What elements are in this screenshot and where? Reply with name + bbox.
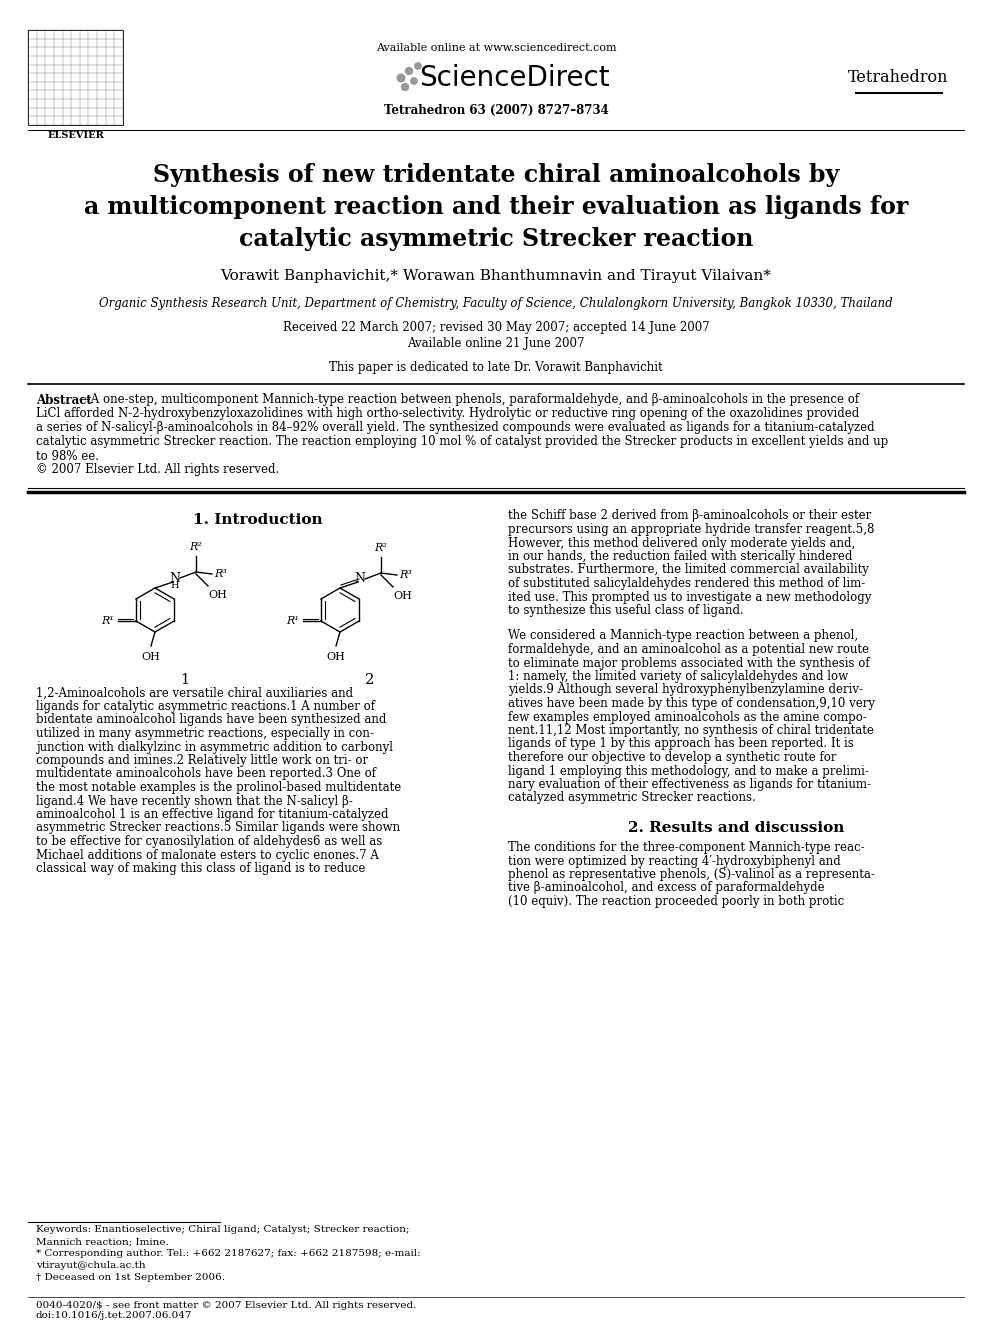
- Text: the most notable examples is the prolinol-based multidentate: the most notable examples is the prolino…: [36, 781, 401, 794]
- Text: ligand 1 employing this methodology, and to make a prelimi-: ligand 1 employing this methodology, and…: [508, 765, 869, 778]
- Text: a multicomponent reaction and their evaluation as ligands for: a multicomponent reaction and their eval…: [84, 194, 908, 220]
- Circle shape: [402, 83, 409, 90]
- Text: N: N: [170, 572, 181, 585]
- Text: † Deceased on 1st September 2006.: † Deceased on 1st September 2006.: [36, 1274, 225, 1282]
- Text: asymmetric Strecker reactions.5 Similar ligands were shown: asymmetric Strecker reactions.5 Similar …: [36, 822, 400, 835]
- Text: —A one-step, multicomponent Mannich-type reaction between phenols, paraformaldeh: —A one-step, multicomponent Mannich-type…: [79, 393, 859, 406]
- Text: © 2007 Elsevier Ltd. All rights reserved.: © 2007 Elsevier Ltd. All rights reserved…: [36, 463, 280, 476]
- Text: 2. Results and discussion: 2. Results and discussion: [628, 820, 844, 835]
- Text: R¹: R¹: [286, 617, 299, 626]
- Text: However, this method delivered only moderate yields and,: However, this method delivered only mode…: [508, 537, 855, 549]
- Text: ELSEVIER: ELSEVIER: [48, 131, 104, 139]
- Text: OH: OH: [393, 591, 412, 601]
- Text: formaldehyde, and an aminoalcohol as a potential new route: formaldehyde, and an aminoalcohol as a p…: [508, 643, 869, 656]
- Text: Mannich reaction; Imine.: Mannich reaction; Imine.: [36, 1237, 169, 1246]
- Text: 1. Introduction: 1. Introduction: [193, 513, 322, 527]
- Text: 1: 1: [181, 673, 189, 687]
- Text: 2: 2: [365, 673, 375, 687]
- Text: in our hands, the reduction failed with sterically hindered: in our hands, the reduction failed with …: [508, 550, 852, 564]
- Text: R²: R²: [189, 542, 202, 552]
- Text: yields.9 Although several hydroxyphenylbenzylamine deriv-: yields.9 Although several hydroxyphenylb…: [508, 684, 863, 696]
- Text: bidentate aminoalcohol ligands have been synthesized and: bidentate aminoalcohol ligands have been…: [36, 713, 386, 726]
- Text: OH: OH: [208, 590, 227, 601]
- Text: R¹: R¹: [101, 617, 114, 626]
- Text: Tetrahedron 63 (2007) 8727–8734: Tetrahedron 63 (2007) 8727–8734: [384, 103, 608, 116]
- Text: tion were optimized by reacting 4′-hydroxybiphenyl and: tion were optimized by reacting 4′-hydro…: [508, 855, 841, 868]
- Text: OH: OH: [142, 652, 161, 662]
- Text: to eliminate major problems associated with the synthesis of: to eliminate major problems associated w…: [508, 656, 870, 669]
- Text: 0040-4020/$ - see front matter © 2007 Elsevier Ltd. All rights reserved.: 0040-4020/$ - see front matter © 2007 El…: [36, 1301, 417, 1310]
- Text: ligands for catalytic asymmetric reactions.1 A number of: ligands for catalytic asymmetric reactio…: [36, 700, 375, 713]
- Text: N: N: [354, 573, 365, 586]
- Text: catalytic asymmetric Strecker reaction: catalytic asymmetric Strecker reaction: [239, 228, 753, 251]
- Text: aminoalcohol 1 is an effective ligand for titanium-catalyzed: aminoalcohol 1 is an effective ligand fo…: [36, 808, 389, 822]
- Text: Received 22 March 2007; revised 30 May 2007; accepted 14 June 2007: Received 22 March 2007; revised 30 May 2…: [283, 320, 709, 333]
- Text: compounds and imines.2 Relatively little work on tri- or: compounds and imines.2 Relatively little…: [36, 754, 368, 767]
- Text: multidentate aminoalcohols have been reported.3 One of: multidentate aminoalcohols have been rep…: [36, 767, 376, 781]
- Circle shape: [411, 78, 418, 85]
- Text: LiCl afforded N-2-hydroxybenzyloxazolidines with high ortho-selectivity. Hydroly: LiCl afforded N-2-hydroxybenzyloxazolidi…: [36, 407, 859, 421]
- Text: few examples employed aminoalcohols as the amine compo-: few examples employed aminoalcohols as t…: [508, 710, 867, 724]
- Text: of substituted salicylaldehydes rendered this method of lim-: of substituted salicylaldehydes rendered…: [508, 577, 865, 590]
- Text: atives have been made by this type of condensation,9,10 very: atives have been made by this type of co…: [508, 697, 875, 710]
- Circle shape: [415, 62, 422, 69]
- Text: phenol as representative phenols, (S)-valinol as a representa-: phenol as representative phenols, (S)-va…: [508, 868, 875, 881]
- Text: ligand.4 We have recently shown that the N-salicyl β-: ligand.4 We have recently shown that the…: [36, 795, 353, 807]
- Text: * Corresponding author. Tel.: +662 2187627; fax: +662 2187598; e-mail:: * Corresponding author. Tel.: +662 21876…: [36, 1249, 421, 1258]
- Text: H: H: [171, 582, 180, 590]
- Text: ligands of type 1 by this approach has been reported. It is: ligands of type 1 by this approach has b…: [508, 737, 854, 750]
- Text: classical way of making this class of ligand is to reduce: classical way of making this class of li…: [36, 863, 365, 875]
- Text: to 98% ee.: to 98% ee.: [36, 450, 99, 463]
- Text: Available online 21 June 2007: Available online 21 June 2007: [408, 336, 584, 349]
- Text: a series of N-salicyl-β-aminoalcohols in 84–92% overall yield. The synthesized c: a series of N-salicyl-β-aminoalcohols in…: [36, 422, 875, 434]
- Text: doi:10.1016/j.tet.2007.06.047: doi:10.1016/j.tet.2007.06.047: [36, 1311, 192, 1319]
- Text: 1,2-Aminoalcohols are versatile chiral auxiliaries and: 1,2-Aminoalcohols are versatile chiral a…: [36, 687, 353, 700]
- Text: junction with dialkylzinc in asymmetric addition to carbonyl: junction with dialkylzinc in asymmetric …: [36, 741, 393, 754]
- Text: 1: namely, the limited variety of salicylaldehydes and low: 1: namely, the limited variety of salicy…: [508, 669, 848, 683]
- Text: Keywords: Enantioselective; Chiral ligand; Catalyst; Strecker reaction;: Keywords: Enantioselective; Chiral ligan…: [36, 1225, 410, 1234]
- Text: substrates. Furthermore, the limited commercial availability: substrates. Furthermore, the limited com…: [508, 564, 869, 577]
- Text: R³: R³: [399, 570, 412, 579]
- Text: therefore our objective to develop a synthetic route for: therefore our objective to develop a syn…: [508, 751, 836, 763]
- Text: (10 equiv). The reaction proceeded poorly in both protic: (10 equiv). The reaction proceeded poorl…: [508, 894, 844, 908]
- Text: Tetrahedron: Tetrahedron: [848, 70, 948, 86]
- Text: Vorawit Banphavichit,* Worawan Bhanthumnavin and Tirayut Vilaivan*: Vorawit Banphavichit,* Worawan Bhanthumn…: [220, 269, 772, 283]
- Circle shape: [397, 74, 405, 82]
- Circle shape: [406, 67, 413, 74]
- Text: ScienceDirect: ScienceDirect: [419, 64, 609, 93]
- Text: Abstract: Abstract: [36, 393, 91, 406]
- Text: catalyzed asymmetric Strecker reactions.: catalyzed asymmetric Strecker reactions.: [508, 791, 756, 804]
- Text: Available online at www.sciencedirect.com: Available online at www.sciencedirect.co…: [376, 44, 616, 53]
- Text: vtirayut@chula.ac.th: vtirayut@chula.ac.th: [36, 1262, 146, 1270]
- Text: R²: R²: [375, 542, 388, 553]
- Text: The conditions for the three-component Mannich-type reac-: The conditions for the three-component M…: [508, 841, 865, 855]
- Text: OH: OH: [326, 652, 345, 662]
- Text: ited use. This prompted us to investigate a new methodology: ited use. This prompted us to investigat…: [508, 590, 871, 603]
- Text: to be effective for cyanosilylation of aldehydes6 as well as: to be effective for cyanosilylation of a…: [36, 835, 382, 848]
- Text: nent.11,12 Most importantly, no synthesis of chiral tridentate: nent.11,12 Most importantly, no synthesi…: [508, 724, 874, 737]
- Text: precursors using an appropriate hydride transfer reagent.5,8: precursors using an appropriate hydride …: [508, 523, 874, 536]
- Text: R³: R³: [214, 569, 227, 579]
- Text: to synthesize this useful class of ligand.: to synthesize this useful class of ligan…: [508, 605, 744, 617]
- Text: catalytic asymmetric Strecker reaction. The reaction employing 10 mol % of catal: catalytic asymmetric Strecker reaction. …: [36, 435, 888, 448]
- Text: tive β-aminoalcohol, and excess of paraformaldehyde: tive β-aminoalcohol, and excess of paraf…: [508, 881, 824, 894]
- Text: nary evaluation of their effectiveness as ligands for titanium-: nary evaluation of their effectiveness a…: [508, 778, 871, 791]
- Text: Organic Synthesis Research Unit, Department of Chemistry, Faculty of Science, Ch: Organic Synthesis Research Unit, Departm…: [99, 296, 893, 310]
- Bar: [28, 30, 123, 124]
- Text: Synthesis of new tridentate chiral aminoalcohols by: Synthesis of new tridentate chiral amino…: [153, 163, 839, 187]
- Text: Michael additions of malonate esters to cyclic enones.7 A: Michael additions of malonate esters to …: [36, 848, 379, 861]
- Text: the Schiff base 2 derived from β-aminoalcohols or their ester: the Schiff base 2 derived from β-aminoal…: [508, 509, 871, 523]
- Text: utilized in many asymmetric reactions, especially in con-: utilized in many asymmetric reactions, e…: [36, 728, 374, 740]
- Text: This paper is dedicated to late Dr. Vorawit Banphavichit: This paper is dedicated to late Dr. Vora…: [329, 361, 663, 374]
- Text: We considered a Mannich-type reaction between a phenol,: We considered a Mannich-type reaction be…: [508, 630, 858, 643]
